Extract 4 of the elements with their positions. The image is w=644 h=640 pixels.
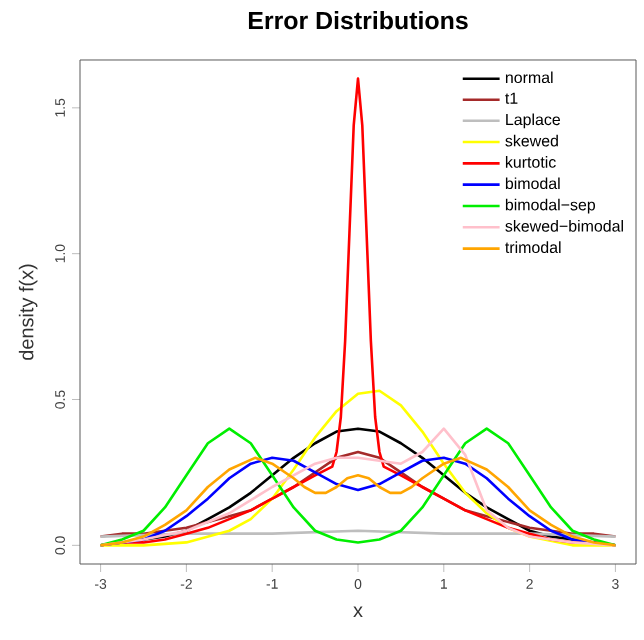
chart-title: Error Distributions bbox=[248, 11, 468, 30]
line-series bbox=[99, 389, 617, 547]
y-axis-title: density f(x) bbox=[18, 264, 38, 360]
x-axis-title: x bbox=[353, 606, 363, 618]
